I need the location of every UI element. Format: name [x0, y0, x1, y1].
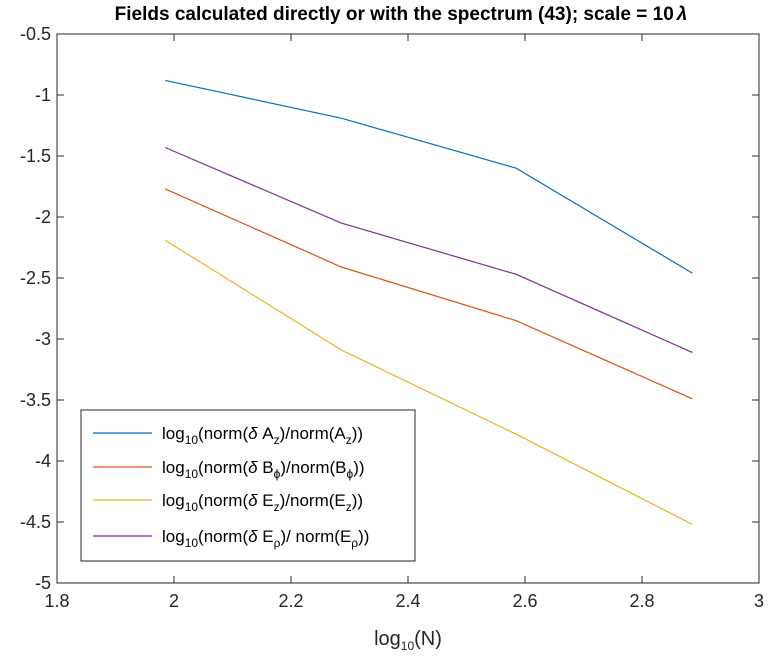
- legend-entry-2: log10(norm(δ Bϕ)/norm(Bϕ)): [162, 458, 365, 481]
- x-tick-label: 2: [169, 591, 179, 611]
- x-tick-label: 1.8: [44, 591, 69, 611]
- x-tick-label: 3: [754, 591, 764, 611]
- x-ticks: 1.8 2 2.2 2.4 2.6 2.8 3: [44, 34, 764, 611]
- legend-entry-3: log10(norm(δ Ez)/norm(Ez)): [162, 491, 363, 514]
- series-line-1: [165, 79, 693, 274]
- series-line-4: [164, 146, 693, 353]
- y-tick-label: -4: [35, 451, 51, 471]
- series-line-3: [164, 239, 693, 525]
- y-tick-label: -4.5: [20, 512, 51, 532]
- y-tick-label: -0.5: [20, 24, 51, 44]
- legend-entry-1: log10(norm(δ Az)/norm(Az)): [162, 424, 363, 447]
- y-tick-label: -1: [35, 85, 51, 105]
- y-tick-label: -3.5: [20, 390, 51, 410]
- y-tick-label: -2: [35, 207, 51, 227]
- y-tick-label: -1.5: [20, 146, 51, 166]
- series-line-2: [164, 188, 693, 400]
- x-axis-label: log10(N): [374, 628, 442, 653]
- y-ticks: -0.5 -1 -1.5 -2 -2.5 -3 -3.5 -4 -4.5 -5: [20, 24, 759, 593]
- x-tick-label: 2.2: [278, 591, 303, 611]
- x-tick-label: 2.4: [395, 591, 420, 611]
- y-tick-label: -3: [35, 329, 51, 349]
- x-tick-label: 2.6: [512, 591, 537, 611]
- x-tick-label: 2.8: [629, 591, 654, 611]
- y-tick-label: -5: [35, 573, 51, 593]
- legend: log10(norm(δ Az)/norm(Az)) log10(norm(δ B…: [80, 409, 416, 562]
- series-layer: [164, 79, 693, 525]
- chart-title: Fields calculated directly or with the s…: [115, 4, 688, 25]
- y-tick-label: -2.5: [20, 268, 51, 288]
- legend-entry-4: log10(norm(δ Eρ)/ norm(Eρ)): [162, 527, 369, 550]
